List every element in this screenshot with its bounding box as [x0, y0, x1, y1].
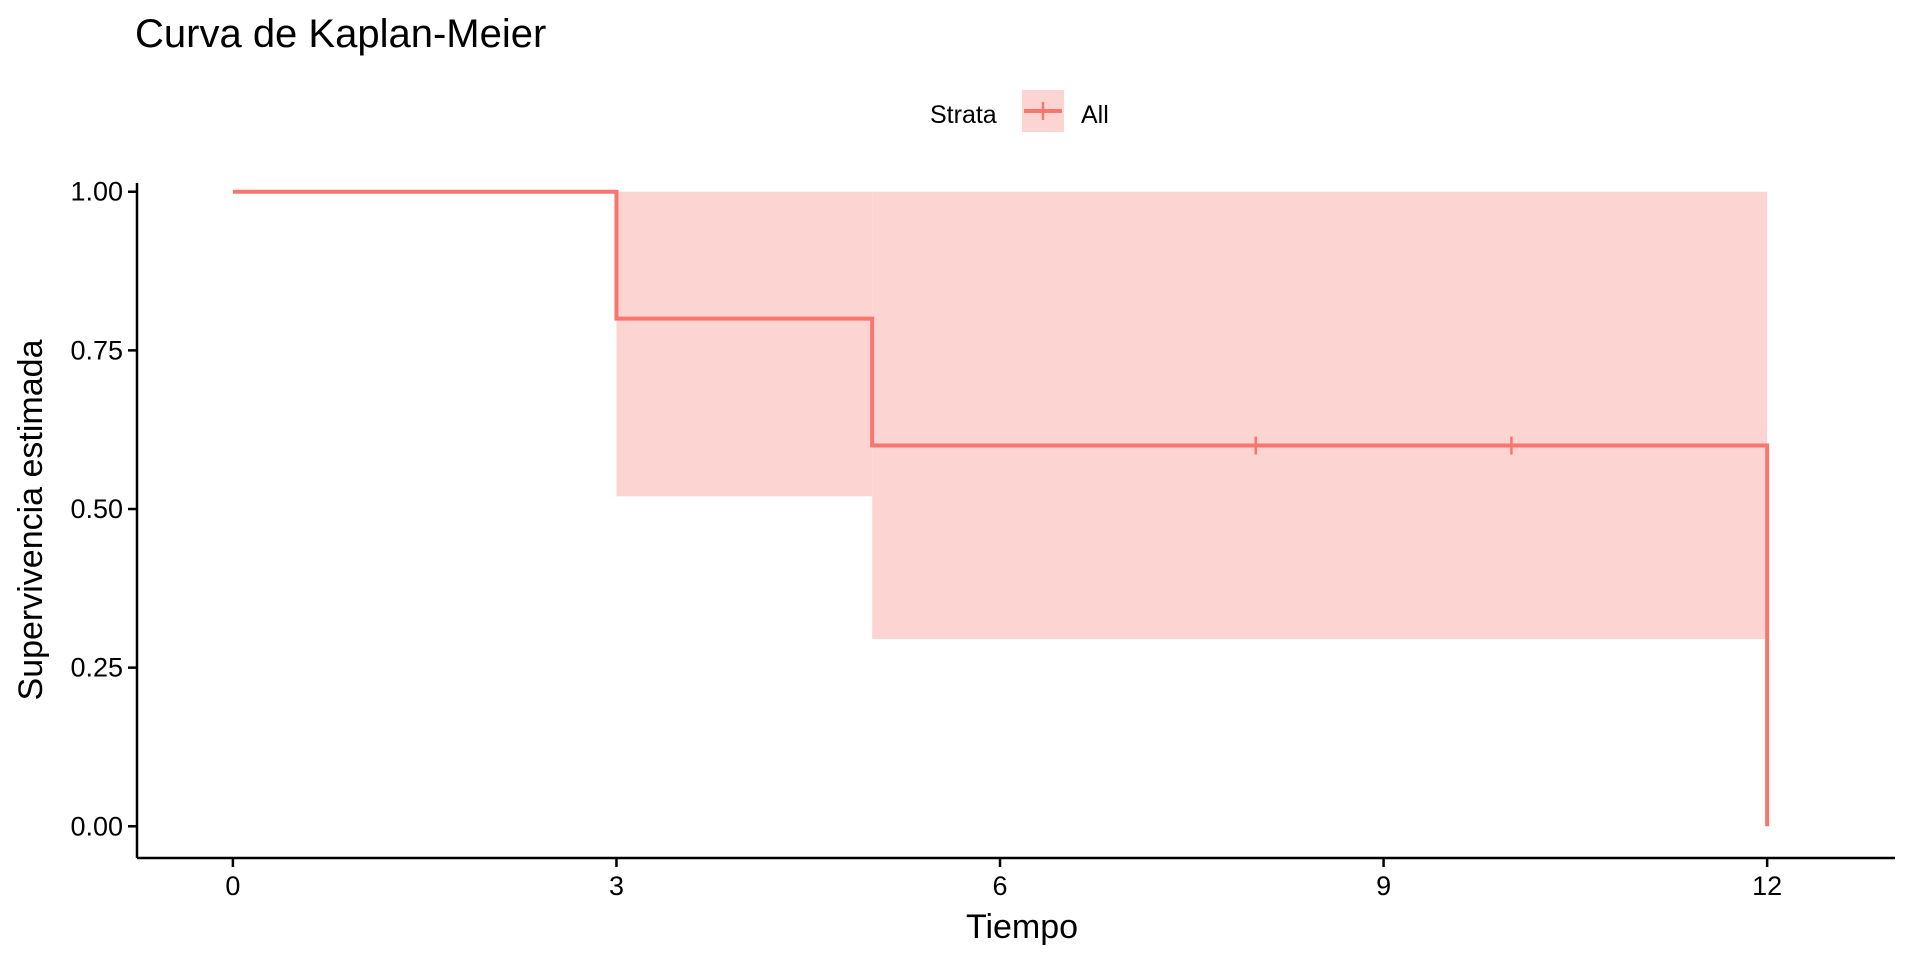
x-tick-label: 9	[1376, 871, 1391, 901]
km-step-line	[232, 189, 1770, 827]
x-axis-title: Tiempo	[966, 908, 1078, 946]
censor-marks	[1254, 436, 1513, 455]
x-tick-label: 6	[993, 871, 1008, 901]
legend-title: Strata	[930, 101, 997, 129]
x-tick-label: 0	[225, 871, 240, 901]
y-tick-label: 1.00	[70, 177, 123, 207]
y-tick-label: 0.00	[70, 811, 123, 841]
chart-title: Curva de Kaplan-Meier	[135, 12, 546, 56]
ci-band-segment	[616, 191, 873, 497]
y-axis-title: Supervivencia estimada	[12, 339, 50, 700]
x-tick-label: 12	[1752, 871, 1782, 901]
confidence-band	[616, 191, 1768, 640]
y-tick-label: 0.50	[70, 494, 123, 524]
y-axis-ticks: 0.00 0.25 0.50 0.75 1.00	[70, 177, 137, 841]
x-tick-label: 3	[609, 871, 624, 901]
ci-band-segment	[872, 191, 1768, 640]
legend: Strata All	[930, 90, 1109, 132]
y-tick-label: 0.75	[70, 335, 123, 365]
legend-label-all: All	[1081, 101, 1109, 129]
survival-curve	[232, 189, 1770, 827]
x-axis-ticks: 0 3 6 9 12	[225, 858, 1782, 901]
y-tick-label: 0.25	[70, 653, 123, 683]
